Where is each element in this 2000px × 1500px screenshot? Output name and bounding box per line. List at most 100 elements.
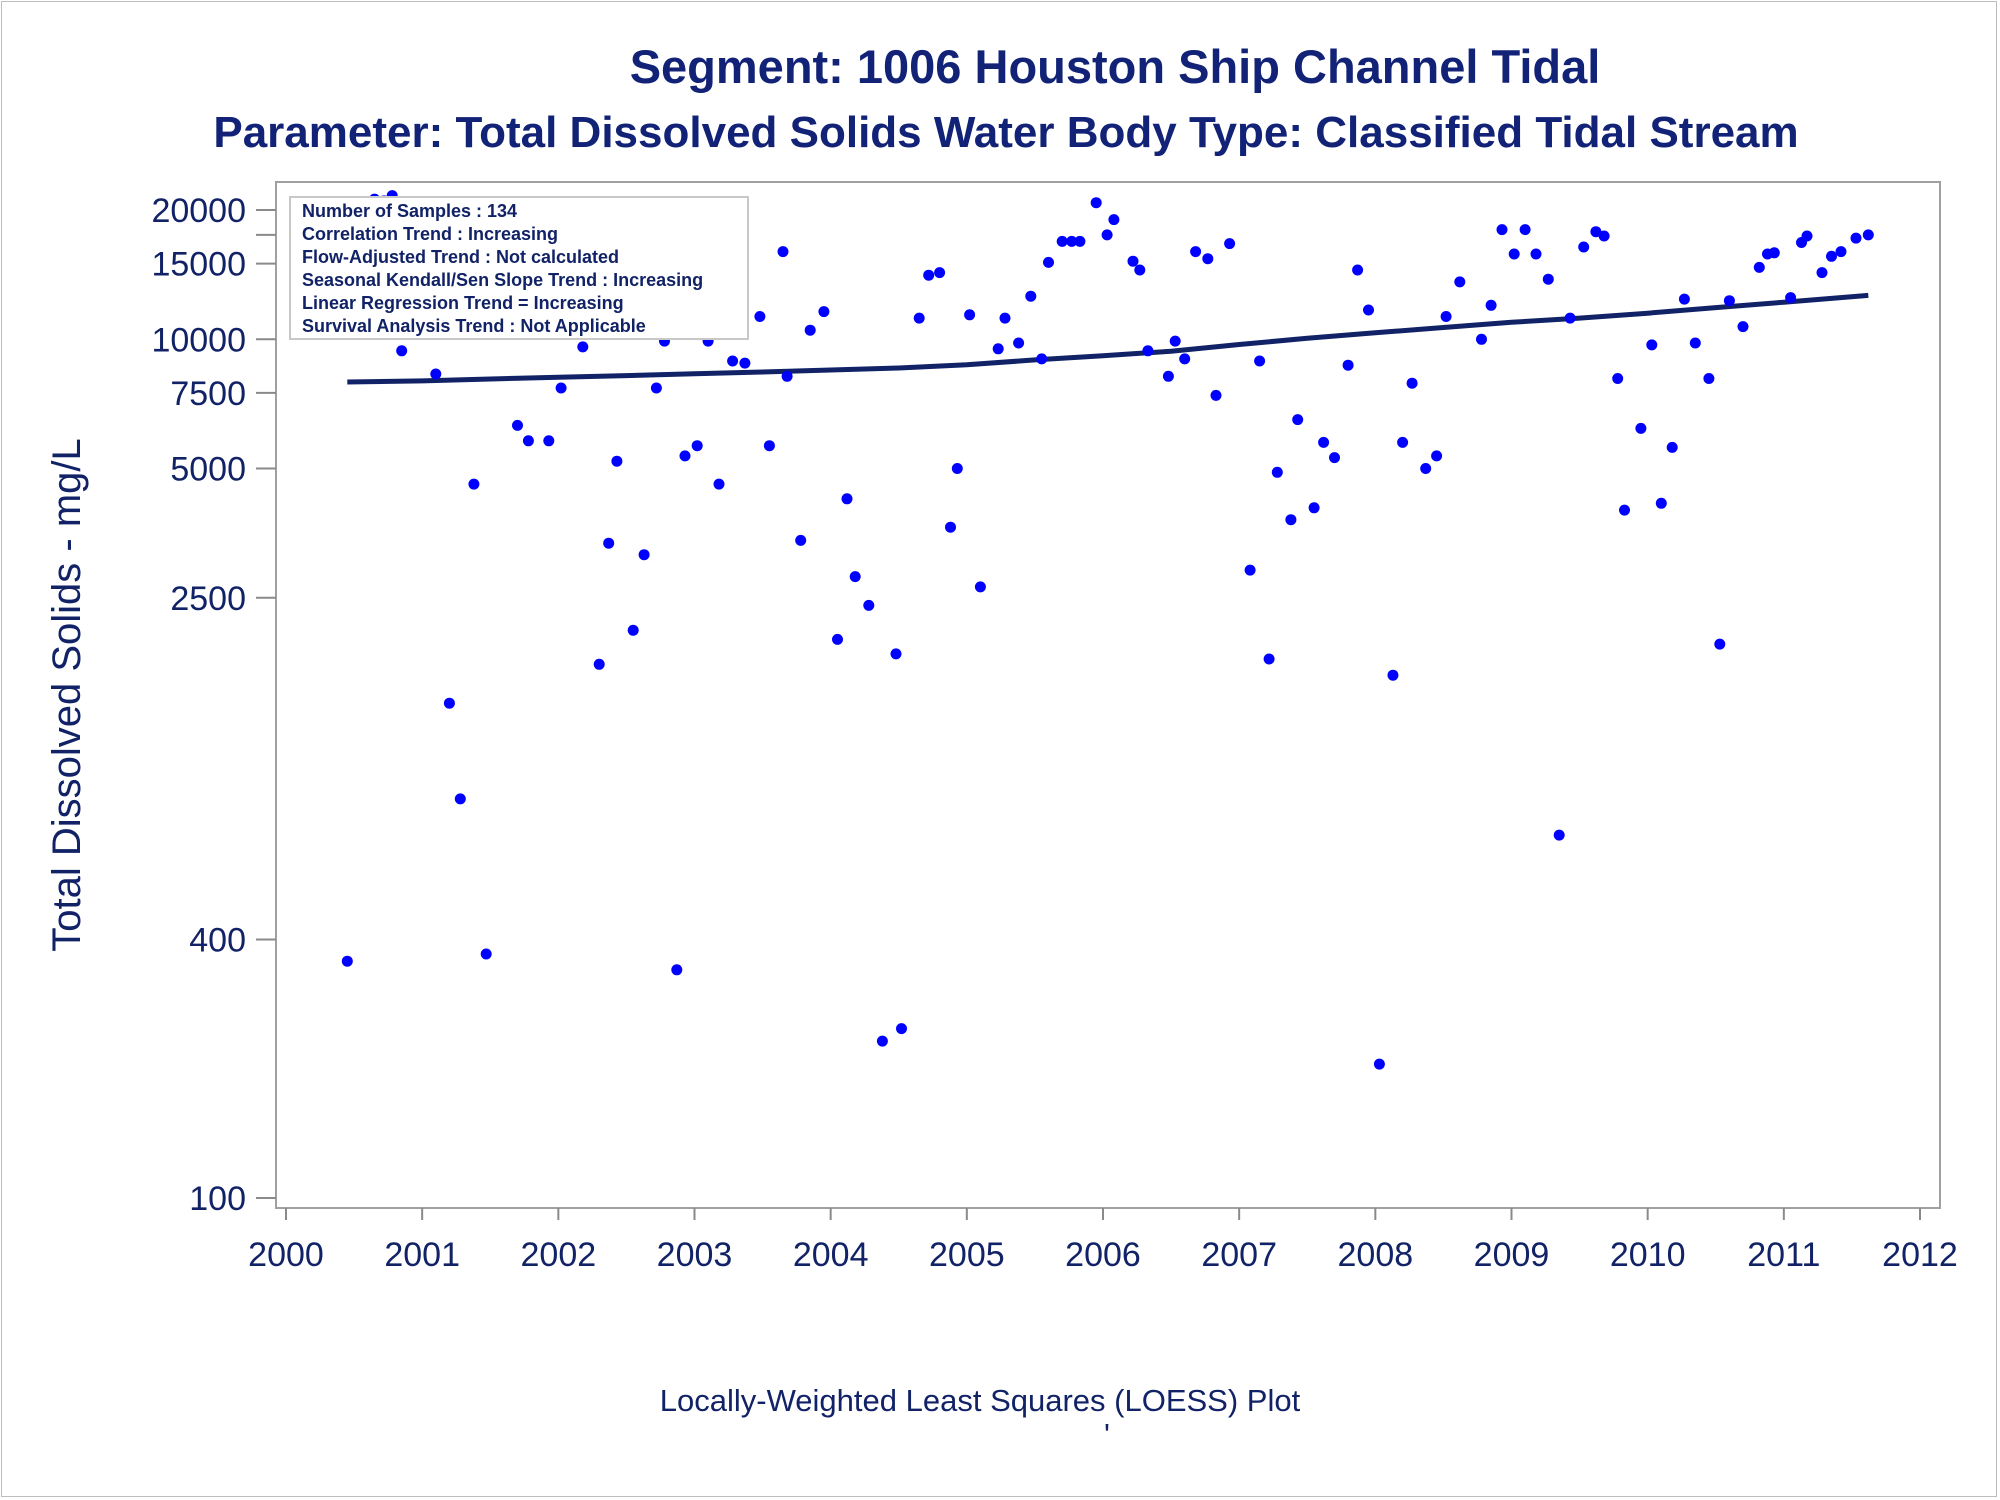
data-point: [1254, 355, 1266, 367]
x-tick-label: 2010: [1610, 1236, 1686, 1274]
data-point: [1373, 1058, 1385, 1070]
data-point: [1127, 255, 1139, 267]
data-point: [1598, 230, 1610, 242]
info-box-line: Seasonal Kendall/Sen Slope Trend : Incre…: [302, 270, 703, 290]
data-point: [1244, 564, 1256, 576]
plot-area: [275, 181, 1941, 1209]
data-point: [1292, 414, 1304, 426]
y-tick-label: 20000: [151, 192, 246, 230]
data-point: [555, 382, 567, 394]
data-point: [1271, 466, 1283, 478]
data-point: [1420, 463, 1432, 474]
data-point: [650, 382, 662, 394]
data-point: [454, 793, 466, 805]
footnote-mark: ': [1104, 1417, 1110, 1452]
data-point: [1318, 436, 1330, 448]
data-point: [1678, 293, 1690, 305]
data-point: [763, 440, 775, 452]
y-tick-label: 2500: [170, 580, 246, 618]
data-point: [1801, 230, 1813, 242]
data-point: [679, 450, 691, 462]
info-box: Number of Samples : 134 Correlation Trend…: [289, 196, 749, 340]
y-axis: 100 400 2500 5000 7500 10000 15000 20000: [151, 192, 276, 1218]
data-point: [1440, 311, 1452, 322]
data-point: [341, 955, 353, 967]
data-point: [638, 549, 650, 561]
data-point: [1655, 497, 1667, 509]
data-point: [1162, 370, 1174, 382]
data-point: [1285, 514, 1297, 526]
data-point: [1179, 353, 1191, 365]
info-box-line: Survival Analysis Trend : Not Applicable: [302, 316, 646, 336]
y-tick-label: 7500: [170, 375, 246, 413]
data-point: [1753, 261, 1765, 273]
data-point: [923, 269, 935, 281]
x-tick-label: 2000: [248, 1236, 324, 1274]
data-point: [543, 435, 555, 447]
x-tick-label: 2011: [1747, 1236, 1820, 1274]
data-point: [577, 341, 589, 353]
data-point: [1485, 299, 1497, 311]
data-point: [1387, 669, 1399, 681]
data-point: [781, 370, 793, 382]
data-point: [1342, 359, 1354, 371]
x-tick-label: 2002: [521, 1236, 597, 1274]
y-tick-label: 100: [189, 1180, 246, 1218]
data-point: [1210, 389, 1222, 401]
data-point: [1043, 256, 1054, 268]
y-tick-label: 15000: [151, 246, 246, 284]
data-point: [1826, 250, 1837, 262]
data-point: [1785, 292, 1797, 304]
data-point: [1190, 246, 1202, 258]
data-point: [468, 478, 480, 490]
data-point: [1835, 246, 1847, 258]
x-tick-label: 2007: [1201, 1236, 1277, 1274]
info-box-line: Correlation Trend : Increasing: [302, 224, 558, 244]
data-point: [1619, 504, 1630, 516]
x-tick-label: 2006: [1065, 1236, 1141, 1274]
data-point: [1454, 276, 1466, 288]
data-point: [1714, 638, 1726, 650]
data-point: [1476, 333, 1487, 345]
data-point: [841, 493, 853, 505]
data-point: [1703, 373, 1715, 384]
data-point: [1363, 304, 1374, 316]
data-point: [627, 624, 639, 636]
data-point: [818, 306, 830, 318]
chart-title: Segment: 1006 Houston Ship Channel Tidal: [630, 40, 1601, 93]
data-point: [1352, 264, 1364, 276]
x-tick-label: 2004: [793, 1236, 869, 1274]
data-point: [964, 309, 976, 321]
data-point: [1590, 226, 1602, 238]
x-tick-label: 2012: [1882, 1236, 1958, 1274]
data-point: [1496, 224, 1508, 236]
chart-subtitle: Parameter: Total Dissolved Solids Water …: [213, 108, 1798, 157]
y-axis-label: Total Dissolved Solids - mg/L: [45, 438, 89, 952]
data-point: [1263, 653, 1275, 665]
data-point: [1816, 267, 1828, 279]
data-point: [727, 355, 739, 367]
data-point: [522, 435, 534, 447]
data-point: [951, 463, 963, 474]
data-point: [999, 312, 1011, 324]
data-point: [593, 658, 605, 670]
data-point: [1169, 335, 1181, 347]
data-point: [1530, 248, 1542, 260]
data-point: [974, 581, 986, 593]
info-box-frame: [289, 196, 749, 340]
y-tick-label: 10000: [151, 321, 246, 359]
data-point: [1850, 232, 1862, 244]
loess-series: [347, 292, 1869, 385]
x-tick-label: 2008: [1338, 1236, 1414, 1274]
data-point: [1737, 321, 1749, 333]
scatter-series: [341, 190, 1874, 1070]
data-point: [1406, 377, 1418, 389]
x-tick-label: 2009: [1474, 1236, 1550, 1274]
data-point: [691, 440, 703, 452]
data-point: [1142, 345, 1154, 357]
data-point: [1646, 339, 1658, 351]
data-point: [934, 267, 946, 279]
data-point: [480, 948, 492, 960]
data-point: [1862, 229, 1874, 241]
